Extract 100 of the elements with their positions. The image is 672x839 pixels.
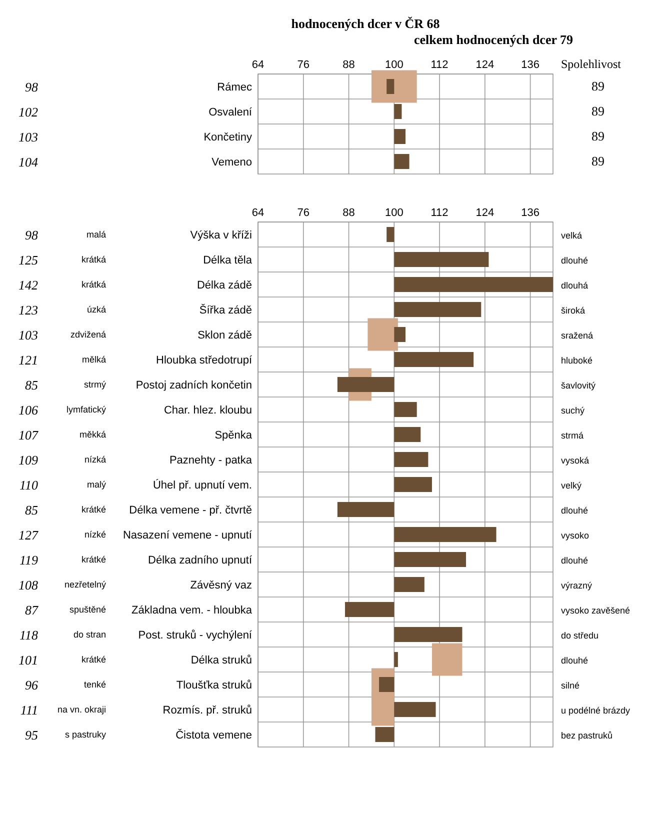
- text: strmý: [84, 380, 106, 390]
- y-tick-label: Úhel př. upnutí vem.: [152, 478, 252, 492]
- bar: [344, 602, 394, 617]
- bar: [394, 427, 421, 442]
- data-label: 103: [18, 130, 38, 144]
- data-label: 103: [18, 328, 38, 342]
- data-label: 110: [19, 478, 38, 492]
- x-tick-label: 100: [384, 207, 404, 219]
- bar: [386, 227, 394, 242]
- text: nezřetelný: [64, 580, 106, 590]
- y2-tick-label: výrazný: [561, 580, 593, 590]
- y2-tick-label: vysoko: [561, 530, 590, 540]
- data-label: 98: [25, 228, 38, 242]
- data-label: 109: [18, 452, 38, 468]
- bar: [394, 252, 489, 267]
- y-tick-label: Vemeno: [212, 156, 252, 168]
- chart-subtitle: celkem hodnocených dcer 79: [414, 32, 574, 47]
- y-tick-label: Délka zádě: [196, 280, 252, 292]
- x-tick-label: 88: [342, 207, 355, 219]
- x-tick-label: 100: [384, 59, 404, 71]
- y2-tick-label: u podélné brázdy: [561, 706, 631, 716]
- data-label: 123: [18, 302, 38, 318]
- data-label: 102: [18, 104, 38, 120]
- y-tick-label: Osvalení: [208, 106, 253, 118]
- y2-tick-label: šavlovitý: [561, 380, 596, 390]
- text: na vn. okraji: [57, 704, 106, 714]
- data-label: 95: [25, 728, 38, 742]
- y-tick-label: Délka těla: [203, 254, 253, 266]
- y-tick-label: Délka vemene - př. čtvrtě: [129, 504, 252, 516]
- y-tick-label: Nasazení vemene - upnutí: [122, 530, 253, 542]
- text: krátké: [81, 654, 106, 664]
- bar: [394, 452, 428, 467]
- data-label: 119: [19, 552, 38, 568]
- bar: [394, 104, 402, 119]
- bar: [394, 302, 482, 317]
- y2-tick-label: 89: [592, 78, 604, 94]
- y-tick-label: Závěsný vaz: [190, 580, 252, 592]
- bar: [394, 577, 424, 592]
- text: nízká: [84, 454, 106, 464]
- y2-tick-label: bez pastruků: [561, 730, 613, 740]
- x-tick-label: 76: [297, 207, 310, 219]
- y2-tick-label: hluboké: [561, 356, 593, 366]
- x-tick-label: 136: [521, 59, 540, 71]
- data-label: 125: [18, 252, 38, 268]
- data-label: 111: [20, 702, 38, 718]
- y2-tick-label: suchý: [561, 406, 586, 416]
- y-tick-label: Čistota vemene: [176, 728, 252, 742]
- x-tick-label: 112: [430, 207, 448, 219]
- bar: [394, 652, 398, 667]
- y-tick-label: Paznehty - patka: [169, 454, 253, 466]
- data-label: 108: [18, 578, 38, 592]
- y-tick-label: Rozmís. př. struků: [162, 704, 252, 716]
- x-tick-label: 136: [521, 207, 540, 219]
- bar: [394, 154, 410, 169]
- y2-tick-label: dlouhé: [561, 556, 588, 566]
- y2-tick-label: velký: [561, 480, 582, 490]
- y-tick-label: Postoj zadních končetin: [136, 380, 252, 392]
- bar: [394, 527, 496, 542]
- y-tick-label: Délka zadního upnutí: [148, 554, 253, 566]
- y2-tick-label: vysoká: [561, 456, 590, 466]
- y2-tick-label: 89: [592, 154, 604, 168]
- bar: [371, 70, 417, 103]
- y-tick-label: Rámec: [217, 82, 252, 94]
- data-label: 101: [18, 652, 38, 668]
- data-label: 98: [25, 80, 38, 94]
- y2-tick-label: sražená: [561, 330, 594, 340]
- chart-title: hodnocených dcer v ČR 68: [291, 16, 440, 31]
- y2-tick-label: široká: [561, 306, 586, 316]
- y2-tick-label: 89: [592, 104, 604, 118]
- y-tick-label: Char. hlez. kloubu: [164, 404, 252, 416]
- y2-tick-label: dlouhá: [561, 280, 588, 290]
- data-label: 106: [18, 402, 38, 418]
- bar: [394, 702, 436, 717]
- y-tick-label: Tloušťka struků: [176, 680, 252, 692]
- data-label: 85: [25, 502, 38, 518]
- x-tick-label: 88: [342, 59, 355, 71]
- y2-tick-label: do středu: [561, 630, 599, 640]
- y-tick-label: Končetiny: [204, 132, 252, 144]
- data-label: 96: [25, 678, 38, 692]
- bar: [394, 627, 462, 642]
- text: malá: [86, 230, 106, 240]
- bar: [368, 318, 398, 351]
- text: zdvižená: [70, 330, 106, 340]
- bar: [337, 502, 394, 517]
- bar: [394, 327, 406, 342]
- y2-tick-label: dlouhé: [561, 256, 588, 266]
- data-label: 85: [25, 378, 38, 392]
- bar: [394, 552, 466, 567]
- y2-tick-label: strmá: [561, 430, 584, 440]
- text: lymfatický: [66, 404, 106, 414]
- text: nízké: [84, 530, 106, 540]
- text: krátké: [81, 554, 106, 564]
- text: tenké: [84, 680, 106, 690]
- data-label: 142: [18, 278, 38, 292]
- text: úzká: [86, 304, 106, 314]
- text: krátké: [81, 504, 106, 514]
- x-tick-label: 64: [252, 207, 264, 219]
- y2-tick-label: dlouhé: [561, 506, 588, 516]
- y-tick-label: Post. struků - vychýlení: [138, 630, 253, 642]
- text: spuštěné: [69, 604, 106, 614]
